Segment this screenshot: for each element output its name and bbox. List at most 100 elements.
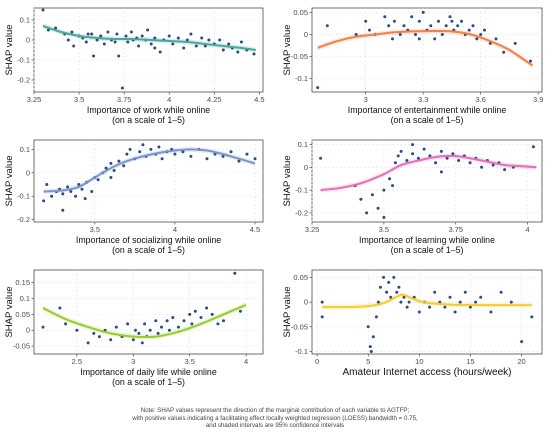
data-point	[489, 310, 493, 314]
data-point	[397, 285, 401, 289]
y-axis-title: SHAP value	[282, 155, 293, 206]
data-point	[165, 319, 169, 323]
x-tick-label: 3.5	[90, 225, 100, 234]
data-point	[374, 315, 378, 319]
data-point	[131, 338, 135, 342]
x-axis-title: Importance of learning while online	[359, 235, 495, 245]
data-point	[474, 300, 478, 304]
data-point	[176, 36, 180, 40]
y-tick-label: -0.1	[17, 192, 30, 201]
y-tick-label: 0.05	[15, 310, 30, 319]
data-point	[188, 312, 192, 316]
data-point	[450, 19, 454, 23]
data-point	[167, 328, 171, 332]
panel-entertainment: 3 3.3 3.6 3.9 -0.1 -0.05 0 0.05 Importance of en…	[282, 7, 543, 125]
data-point	[364, 19, 368, 23]
data-point	[382, 275, 386, 279]
data-point	[316, 86, 320, 90]
data-point	[499, 290, 503, 294]
data-point	[146, 28, 150, 32]
y-tick-label: -0.1	[295, 74, 308, 83]
y-axis-title: SHAP value	[282, 24, 293, 75]
data-point	[428, 154, 432, 158]
loess-fit-line	[42, 25, 256, 51]
y-axis-title: SHAP value	[282, 286, 293, 337]
data-point	[181, 150, 185, 154]
data-point	[396, 154, 400, 158]
x-tick-label: 5	[366, 357, 370, 366]
data-point	[84, 40, 88, 44]
x-tick-label: 3.5	[184, 357, 194, 366]
y-tick-label: 0	[26, 168, 30, 177]
data-point	[479, 33, 483, 36]
data-point	[80, 187, 84, 191]
data-point	[453, 310, 457, 314]
x-axis-title: (on a scale of 1–5)	[391, 245, 464, 255]
data-point	[128, 147, 132, 151]
data-point	[529, 59, 532, 63]
data-point	[479, 295, 483, 299]
data-point	[72, 44, 76, 48]
data-point	[153, 46, 157, 50]
data-point	[382, 188, 386, 192]
data-point	[113, 40, 117, 44]
y-tick-label: 0.05	[293, 273, 308, 282]
data-point	[160, 157, 164, 161]
panel-socializing: 3.5 4 4.5 -0.2 -0.1 0 0.1 Importance of sociali…	[4, 139, 264, 255]
data-point	[193, 309, 197, 313]
data-point	[199, 316, 203, 319]
data-point	[369, 350, 373, 353]
loess-fit-line	[43, 148, 256, 193]
data-point	[182, 319, 186, 323]
data-point	[434, 161, 438, 165]
data-point	[387, 280, 391, 284]
data-point	[83, 197, 87, 201]
loess-fit-line	[42, 303, 247, 339]
data-point	[368, 345, 372, 349]
data-point	[64, 322, 68, 326]
data-point	[106, 30, 110, 34]
data-point	[325, 24, 329, 28]
data-point	[122, 164, 126, 168]
x-tick-label: 2.5	[72, 357, 82, 366]
data-point	[387, 24, 391, 28]
data-point	[221, 154, 225, 158]
data-point	[509, 300, 513, 304]
data-point	[437, 19, 440, 23]
x-tick-label: 3.25	[305, 225, 320, 234]
data-point	[389, 295, 393, 299]
plot-area	[311, 7, 543, 93]
data-point	[125, 152, 129, 156]
data-point	[417, 19, 421, 23]
data-point	[410, 15, 414, 19]
data-point	[488, 41, 492, 45]
data-point	[185, 38, 189, 42]
data-point	[210, 312, 214, 316]
x-tick-label: 3.75	[117, 95, 132, 104]
data-point	[359, 197, 363, 201]
data-point	[102, 42, 106, 46]
data-point	[203, 44, 207, 48]
data-point	[457, 159, 461, 162]
x-tick-label: 3.3	[418, 95, 428, 104]
data-point	[153, 36, 157, 40]
panel-work: 3.25 3.5 3.75 4 4.25 4.5 -0.2 -0.1 0 0.1 Importanc…	[4, 7, 265, 125]
data-point	[252, 52, 256, 56]
y-tick-label: -0.1	[295, 347, 308, 356]
data-point	[245, 152, 249, 156]
x-axis-title: (on a scale of 1–5)	[112, 377, 185, 387]
x-axis-title: Importance of socializing while online	[76, 235, 221, 245]
data-point	[414, 33, 417, 36]
y-tick-label: 0.1	[20, 294, 30, 303]
data-point	[97, 335, 101, 339]
data-point	[126, 322, 130, 326]
data-point	[391, 37, 394, 41]
footnote-line-1: Note: SHAP values represent the directio…	[140, 407, 410, 414]
data-point	[115, 32, 119, 36]
data-point	[50, 194, 54, 198]
x-tick-label: 3	[364, 95, 368, 104]
data-point	[460, 19, 463, 23]
data-point	[502, 50, 506, 54]
data-point	[218, 38, 222, 42]
data-point	[154, 319, 158, 323]
